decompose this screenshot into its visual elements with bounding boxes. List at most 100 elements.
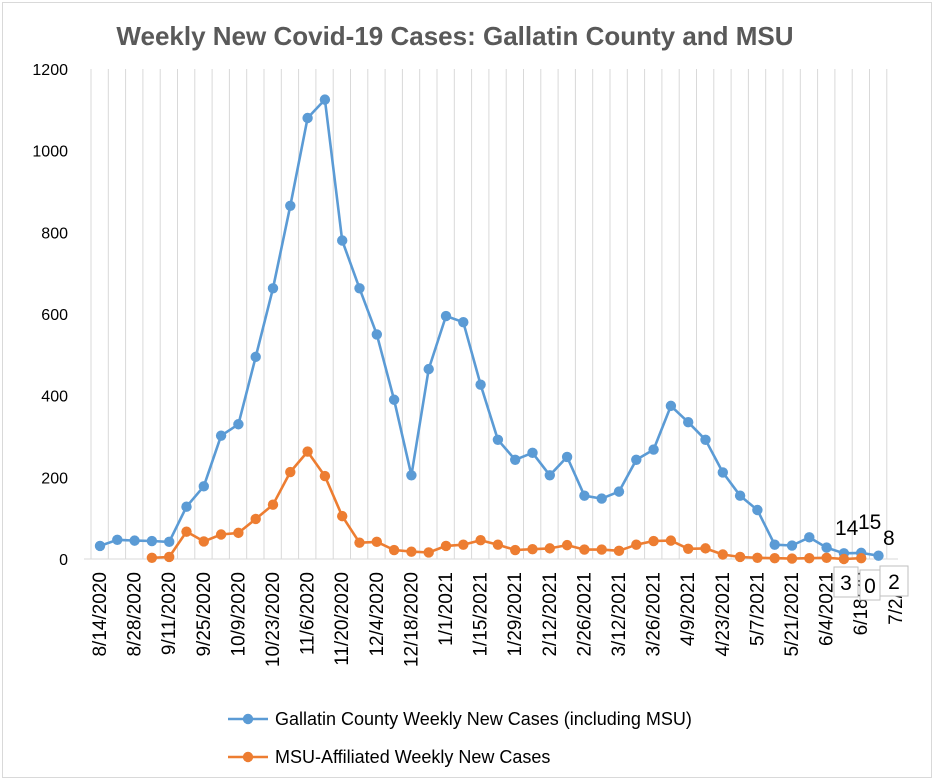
data-point (700, 543, 711, 554)
data-point (250, 351, 261, 363)
x-tick-label: 8/14/2020 (90, 572, 111, 657)
grid-lines (84, 69, 898, 560)
data-point (821, 542, 832, 553)
data-point (475, 535, 486, 546)
data-point (492, 539, 504, 550)
data-point (665, 535, 677, 546)
x-tick-label: 2/26/2021 (574, 572, 595, 657)
data-point (804, 552, 815, 564)
data-point (527, 544, 538, 555)
data-point (423, 363, 434, 375)
data-point (873, 550, 884, 561)
data-point (544, 470, 555, 481)
y-tick-label: 800 (41, 225, 68, 242)
data-point (440, 310, 452, 322)
x-tick-label: 10/23/2020 (263, 572, 284, 667)
y-tick-label: 0 (59, 552, 68, 569)
data-point (648, 444, 659, 455)
x-tick-label: 12/18/2020 (401, 572, 422, 667)
x-tick-label: 9/25/2020 (194, 572, 215, 657)
data-point (527, 447, 538, 459)
x-tick-label: 3/26/2021 (644, 572, 665, 657)
legend-item[interactable]: Gallatin County Weekly New Cases (includ… (228, 709, 692, 729)
data-point (215, 529, 227, 540)
y-tick-label: 600 (41, 307, 68, 324)
legend-item[interactable]: MSU-Affiliated Weekly New Cases (228, 747, 550, 767)
data-label-gallatin: 15 (858, 511, 881, 534)
data-label-gallatin: 14 (835, 517, 859, 540)
data-label-msu: 3 (840, 572, 852, 595)
data-point (769, 552, 780, 564)
data-point (700, 434, 711, 445)
data-point (734, 490, 746, 501)
data-point (388, 394, 400, 405)
data-point (458, 539, 469, 550)
data-point (683, 543, 694, 554)
data-point (561, 539, 573, 551)
x-tick-label: 12/4/2020 (367, 572, 388, 657)
data-point (337, 510, 348, 522)
data-point (821, 552, 832, 563)
data-point (423, 547, 434, 558)
data-point (786, 540, 798, 551)
x-tick-label: 4/23/2021 (713, 572, 734, 657)
data-point (596, 544, 607, 555)
y-tick-label: 200 (41, 470, 68, 487)
data-point (769, 539, 780, 550)
data-point (458, 316, 469, 328)
legend[interactable]: Gallatin County Weekly New Cases (includ… (228, 709, 692, 767)
x-tick-label: 1/1/2021 (436, 572, 457, 646)
data-label-msu: 0 (864, 575, 876, 598)
data-point (665, 400, 677, 412)
data-point (544, 543, 555, 554)
data-point (354, 537, 365, 548)
data-point (250, 513, 261, 525)
data-label-msu: 2 (888, 571, 900, 594)
x-tick-label: 5/21/2021 (782, 572, 803, 657)
data-label-box (833, 566, 859, 598)
x-tick-label: 5/7/2021 (747, 572, 768, 646)
data-label-box (879, 565, 909, 597)
data-point (164, 551, 175, 563)
legend-label: Gallatin County Weekly New Cases (includ… (275, 709, 692, 729)
x-tick-label: 1/15/2021 (471, 572, 492, 657)
data-point (371, 329, 382, 340)
x-tick-label: 11/20/2020 (332, 572, 353, 666)
data-point (319, 94, 331, 105)
data-labels: 14 158 3 0 2 (833, 511, 909, 601)
y-tick-label: 1000 (32, 144, 68, 161)
x-tick-label: 10/9/2020 (228, 572, 249, 657)
data-point (856, 552, 867, 564)
data-point (492, 434, 504, 445)
data-point (215, 430, 227, 441)
y-axis-ticks: 0 200 400 600 800 1000 1200 (32, 62, 68, 569)
data-point (181, 526, 192, 537)
data-point (233, 419, 244, 430)
data-point (717, 467, 728, 478)
data-point (648, 535, 659, 547)
data-point (510, 544, 521, 556)
series-line (99, 98, 879, 557)
data-point (406, 546, 417, 557)
x-tick-label: 9/11/2020 (159, 572, 180, 655)
data-point (579, 490, 590, 501)
x-tick-label: 2/12/2021 (540, 572, 561, 657)
data-point (285, 200, 296, 211)
data-point (371, 536, 382, 548)
data-point (198, 481, 209, 492)
data-point (786, 553, 798, 564)
data-point (181, 501, 192, 512)
series-group (94, 94, 884, 565)
data-point (267, 283, 279, 294)
x-tick-label: 8/28/2020 (125, 572, 146, 657)
data-point (337, 235, 348, 246)
data-label-gallatin: 8 (883, 527, 895, 550)
x-axis-ticks: 8/14/2020 8/28/2020 9/11/2020 9/25/2020 10/9… (90, 572, 907, 667)
data-point (752, 552, 763, 563)
x-tick-label: 1/29/2021 (505, 572, 526, 657)
data-point (319, 470, 331, 482)
data-point (146, 535, 158, 547)
data-point (561, 451, 573, 463)
